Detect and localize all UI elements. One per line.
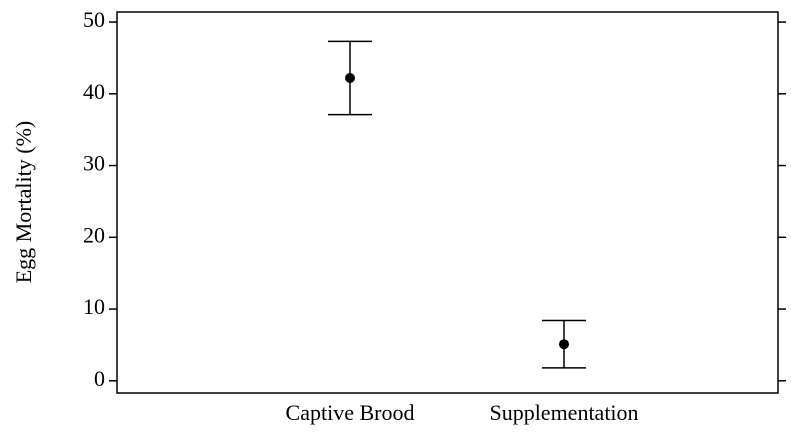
- y-tick-label: 0: [94, 366, 105, 391]
- plot-frame: [116, 11, 779, 394]
- y-axis-label: Egg Mortality (%): [11, 121, 36, 284]
- y-tick-label: 40: [83, 79, 105, 104]
- y-tick-label: 50: [83, 7, 105, 32]
- x-tick-label: Captive Brood: [286, 400, 415, 425]
- y-tick-label: 30: [83, 151, 105, 176]
- point: [559, 339, 569, 350]
- y-tick-label: 10: [83, 294, 105, 319]
- y-tick-label: 20: [83, 222, 105, 247]
- point: [345, 73, 355, 84]
- x-tick-label: Supplementation: [489, 400, 638, 425]
